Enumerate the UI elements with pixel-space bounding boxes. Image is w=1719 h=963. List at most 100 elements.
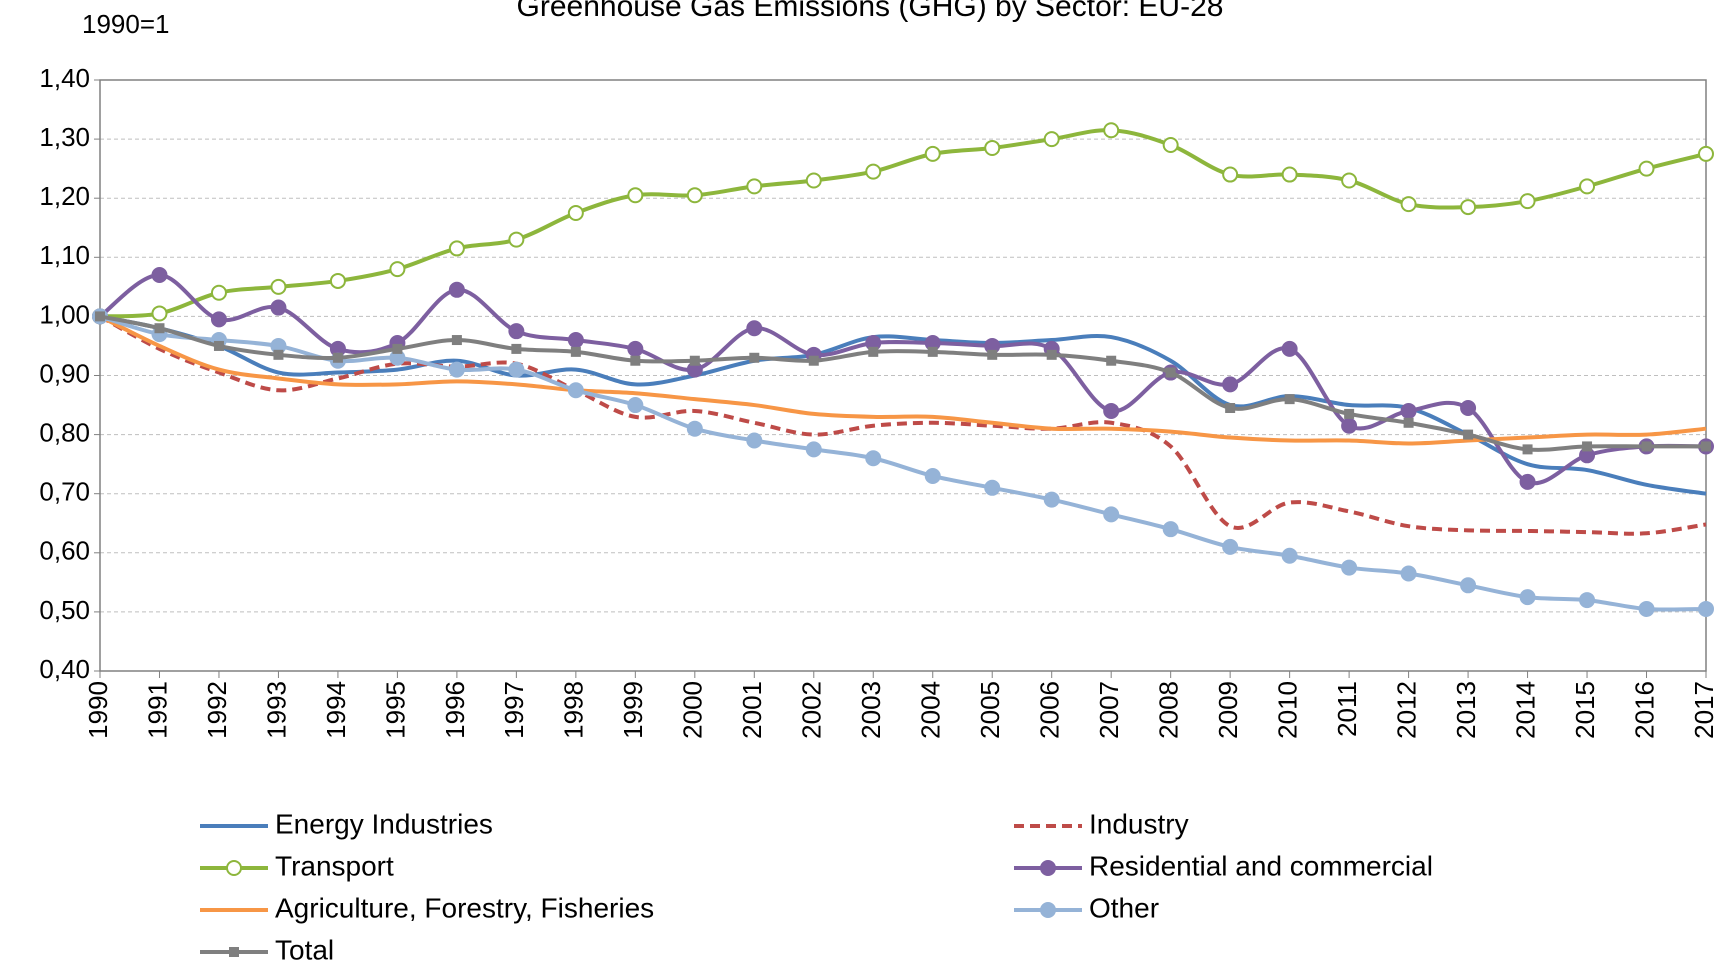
- x-tick-label: 2008: [1154, 681, 1184, 739]
- y-tick-label: 0,90: [39, 358, 90, 388]
- x-tick-label: 1993: [261, 681, 291, 739]
- point: [1281, 547, 1298, 564]
- point: [1165, 367, 1176, 378]
- point: [924, 145, 941, 162]
- point: [746, 432, 763, 449]
- series-line: [99, 314, 1707, 536]
- point: [865, 450, 882, 467]
- point: [627, 397, 644, 414]
- point: [567, 332, 584, 349]
- point: [1103, 122, 1120, 139]
- legend-label: Total: [275, 934, 334, 963]
- x-tick-label: 1995: [380, 681, 410, 739]
- point: [1341, 417, 1358, 434]
- point: [389, 261, 406, 278]
- series-line: [99, 314, 1707, 496]
- point: [1341, 172, 1358, 189]
- point: [630, 355, 641, 366]
- plot-frame: [99, 79, 1707, 672]
- point: [1103, 506, 1120, 523]
- point: [1403, 417, 1414, 428]
- point: [924, 467, 941, 484]
- point: [1701, 441, 1711, 452]
- series-line: [98, 273, 1707, 486]
- point: [984, 479, 1001, 496]
- point: [987, 349, 998, 360]
- point: [1222, 538, 1239, 555]
- x-tick-label: 2017: [1689, 681, 1719, 739]
- point: [1582, 441, 1593, 452]
- y-tick-label: 0,40: [39, 654, 90, 684]
- x-tick-label: 2012: [1391, 681, 1421, 739]
- x-tick-label: 2005: [975, 681, 1005, 739]
- point: [210, 311, 227, 328]
- point: [746, 320, 763, 337]
- x-tick-label: 2001: [737, 681, 767, 739]
- x-tick-label: 2006: [1035, 681, 1065, 739]
- y-tick-label: 1,10: [39, 240, 90, 270]
- series-line: [99, 128, 1707, 319]
- point: [1162, 521, 1179, 538]
- series-line: [99, 314, 1707, 446]
- y-tick-label: 0,80: [39, 417, 90, 447]
- point: [865, 163, 882, 180]
- legend-label: Residential and commercial: [1089, 850, 1433, 881]
- legend-marker: [226, 860, 242, 876]
- point: [1281, 340, 1298, 357]
- point: [1284, 394, 1295, 405]
- point: [1106, 355, 1117, 366]
- x-tick-label: 1992: [202, 681, 232, 739]
- point: [1344, 408, 1355, 419]
- chart-subtitle: 1990=1: [82, 9, 169, 39]
- point: [1046, 349, 1057, 360]
- legend-label: Energy Industries: [275, 808, 493, 839]
- point: [508, 231, 525, 248]
- point: [868, 346, 879, 357]
- point: [627, 187, 644, 204]
- point: [154, 323, 165, 334]
- point: [508, 323, 525, 340]
- point: [1281, 166, 1298, 183]
- point: [151, 305, 168, 322]
- legend-marker: [229, 947, 239, 957]
- point: [329, 272, 346, 289]
- point: [451, 335, 462, 346]
- x-tick-label: 2007: [1094, 681, 1124, 739]
- point: [1103, 402, 1120, 419]
- x-tick-label: 2014: [1510, 681, 1540, 739]
- x-tick-label: 2013: [1451, 681, 1481, 739]
- point: [213, 340, 224, 351]
- point: [1519, 193, 1536, 210]
- point: [1579, 592, 1596, 609]
- point: [1638, 600, 1655, 617]
- point: [1400, 402, 1417, 419]
- x-tick-label: 2015: [1570, 681, 1600, 739]
- series-line: [99, 314, 1707, 612]
- legend-label: Transport: [275, 850, 394, 881]
- point: [511, 343, 522, 354]
- point: [448, 281, 465, 298]
- x-tick-label: 1994: [321, 681, 351, 739]
- x-tick-label: 2002: [797, 681, 827, 739]
- legend-label: Other: [1089, 892, 1159, 923]
- x-tick-label: 2011: [1332, 681, 1362, 737]
- point: [392, 343, 403, 354]
- point: [1162, 137, 1179, 154]
- point: [1460, 577, 1477, 594]
- point: [151, 267, 168, 284]
- x-tick-label: 1996: [440, 681, 470, 739]
- point: [1522, 444, 1533, 455]
- point: [1698, 145, 1714, 162]
- point: [1222, 166, 1239, 183]
- point: [808, 355, 819, 366]
- point: [1460, 199, 1477, 216]
- point: [1222, 376, 1239, 393]
- x-tick-label: 1998: [559, 681, 589, 739]
- x-tick-label: 2009: [1213, 681, 1243, 739]
- point: [210, 284, 227, 301]
- point: [1519, 473, 1536, 490]
- point: [332, 352, 343, 363]
- x-tick-label: 2000: [678, 681, 708, 739]
